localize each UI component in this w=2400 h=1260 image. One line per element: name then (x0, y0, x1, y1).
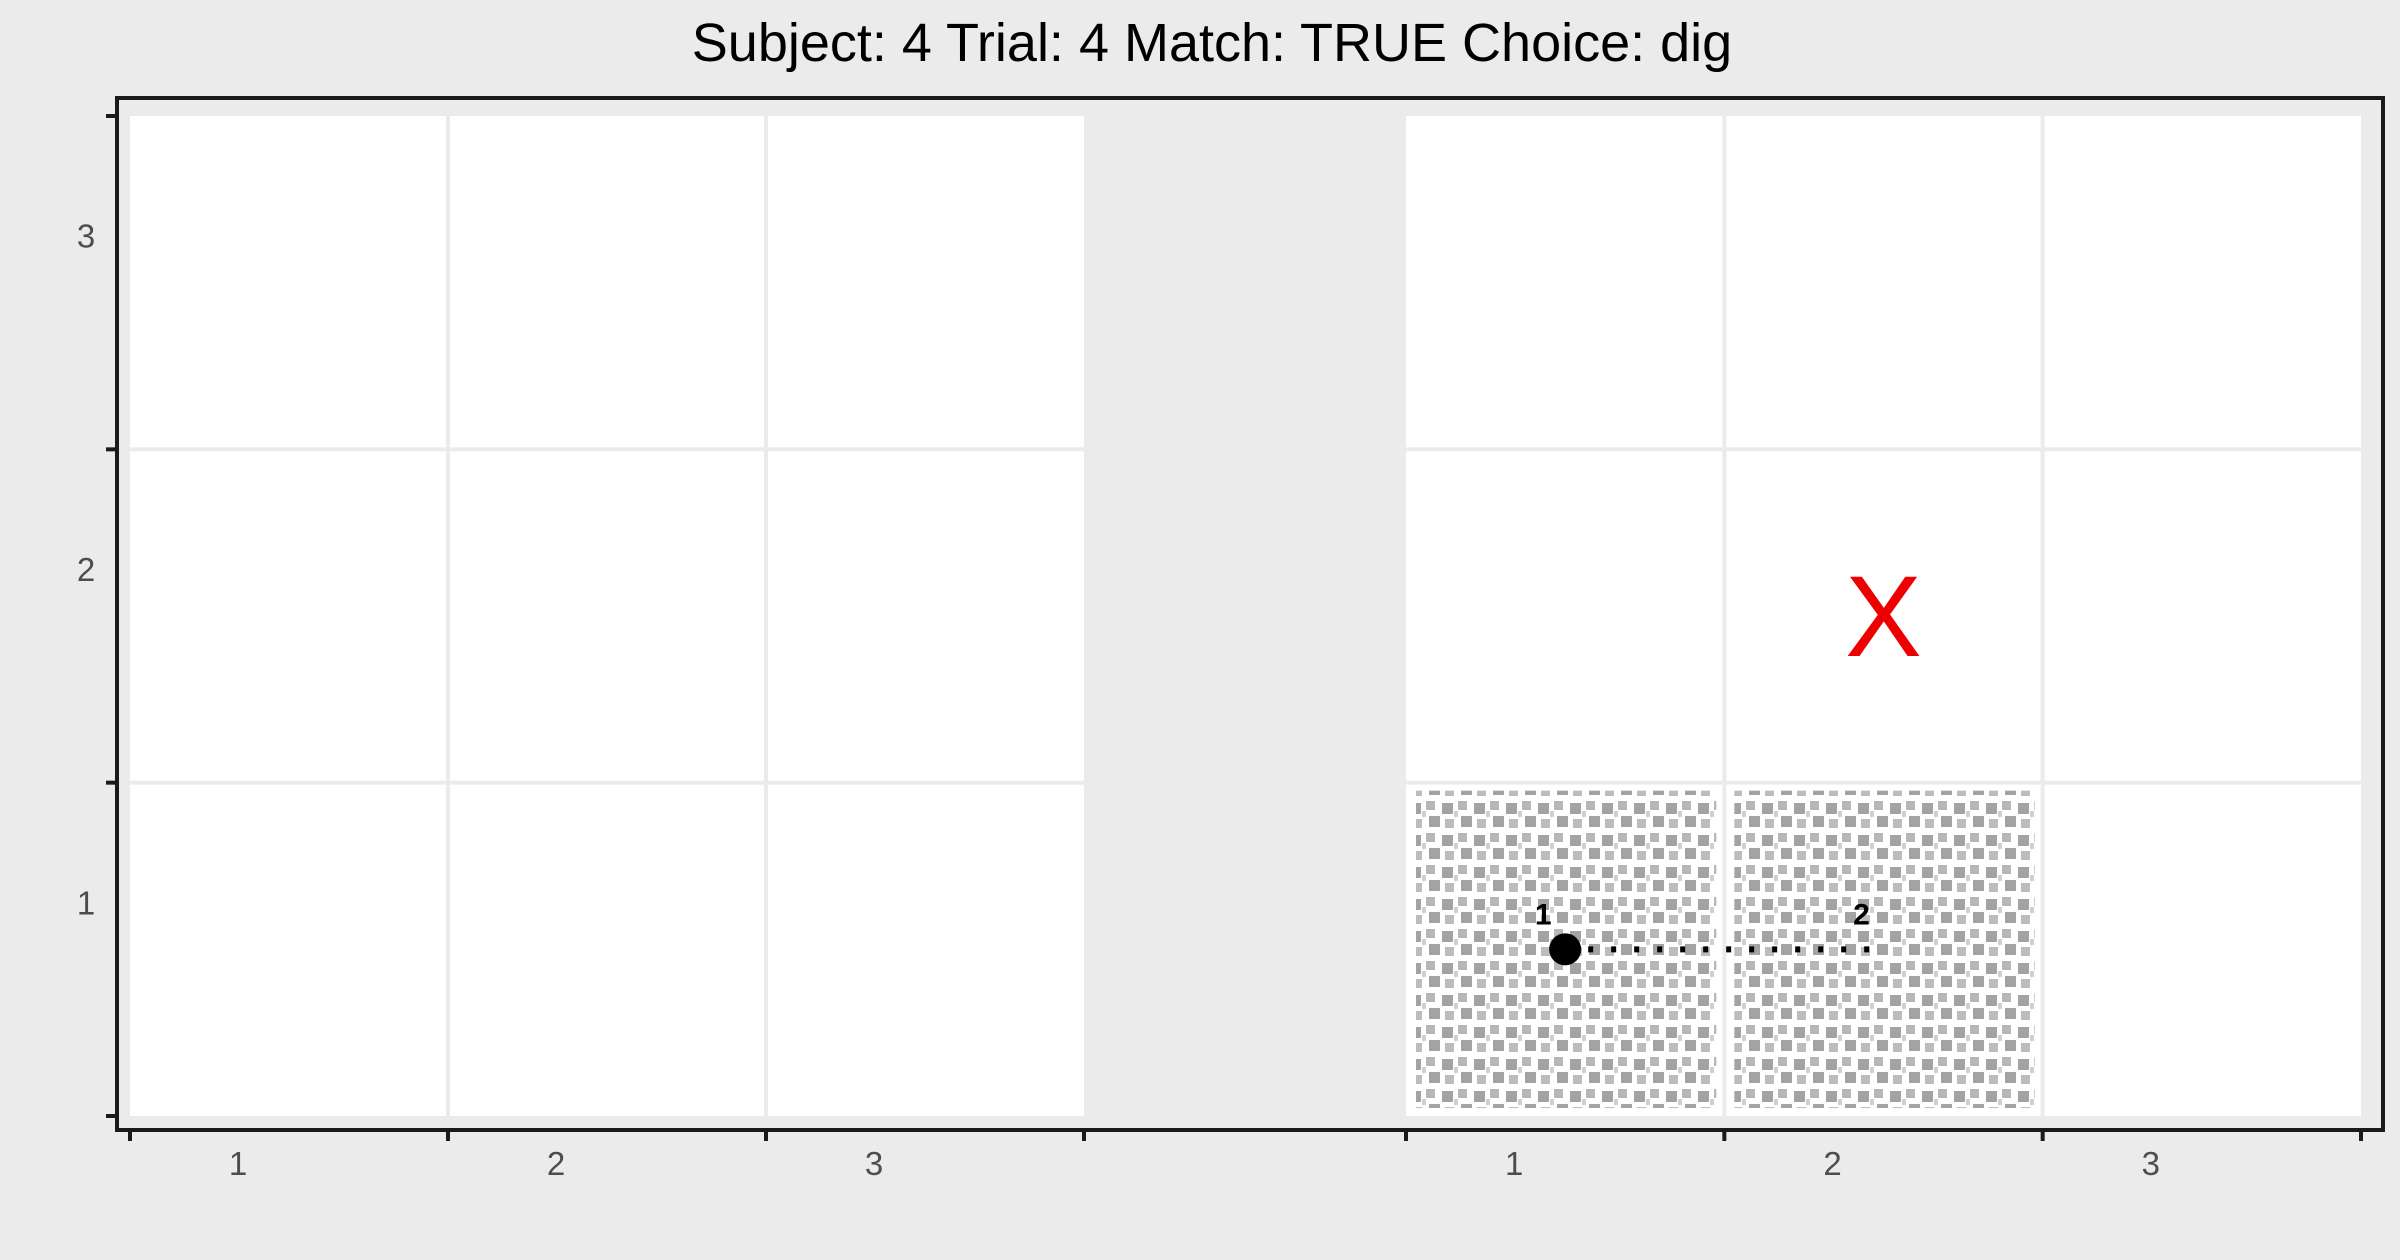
x-tick-label: 3 (2142, 1145, 2160, 1182)
plot-frame (115, 96, 2385, 1132)
point-label: 1 (1535, 898, 1552, 931)
y-tick-label: 3 (77, 218, 95, 255)
panel-right: 1 2 X (1406, 116, 2361, 1116)
x-tick-label: 2 (1823, 1145, 1841, 1182)
panel-background (130, 116, 1084, 1116)
x-tick-label: 1 (1505, 1145, 1523, 1182)
y-tick-label: 2 (77, 551, 95, 588)
target-marker: X (1845, 553, 1922, 681)
chart-title: Subject: 4 Trial: 4 Match: TRUE Choice: … (692, 13, 1732, 73)
panels-layer: 1 2 X (130, 116, 2361, 1116)
y-tick-label: 1 (77, 884, 95, 921)
axes-layer: 1 2 3 1 2 3 1 2 3 (77, 114, 2363, 1182)
panel-left (130, 116, 1084, 1116)
x-tick-label: 3 (865, 1145, 883, 1182)
point-label: 2 (1853, 898, 1870, 931)
textured-cell (1734, 790, 2035, 1108)
x-tick-label: 2 (547, 1145, 565, 1182)
start-point (1549, 933, 1582, 966)
x-tick-label: 1 (229, 1145, 247, 1182)
